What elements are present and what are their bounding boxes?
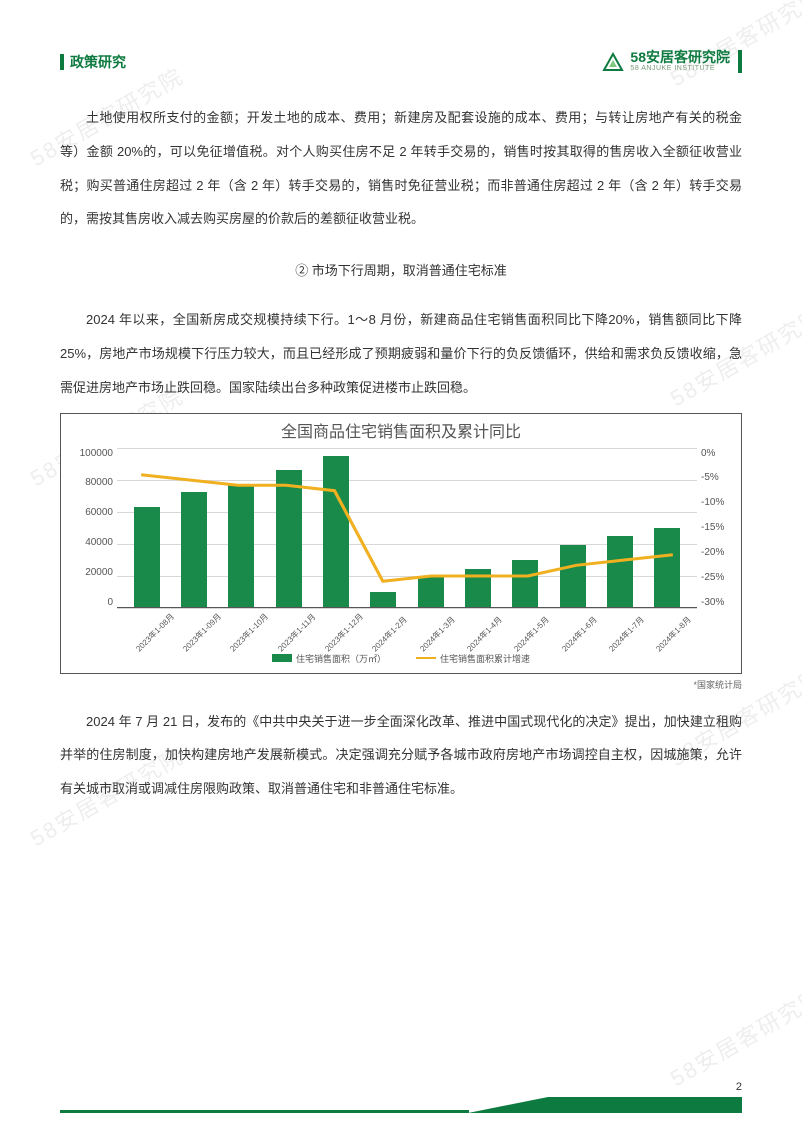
page-footer-bar	[60, 1089, 742, 1113]
chart-area: 100000 80000 60000 40000 20000 0 2023年1-08月20…	[69, 448, 733, 648]
chart-bar	[134, 507, 160, 608]
chart-source: *国家统计局	[60, 678, 742, 691]
watermark: 58安居客研究院	[663, 0, 802, 93]
chart-bar	[323, 456, 349, 608]
footer-thin-bar	[60, 1110, 469, 1113]
chart-bar	[607, 536, 633, 608]
chart-bar	[654, 528, 680, 608]
y-axis-right: 0% -5% -10% -15% -20% -25% -30%	[697, 448, 733, 648]
y-right-tick: -15%	[701, 522, 724, 533]
section-heading: ② 市场下行周期，取消普通住宅标准	[60, 260, 742, 279]
y-axis-left: 100000 80000 60000 40000 20000 0	[69, 448, 117, 648]
logo-icon	[602, 52, 624, 72]
chart-container: 全国商品住宅销售面积及累计同比 100000 80000 60000 40000 200…	[60, 413, 742, 674]
logo-sub-text: 58 ANJUKE INSTITUTE	[630, 65, 730, 73]
y-left-tick: 0	[107, 597, 113, 608]
chart-bar	[181, 492, 207, 607]
category-label: 政策研究	[70, 52, 126, 72]
page-header: 政策研究 58安居客研究院 58 ANJUKE INSTITUTE	[60, 50, 742, 73]
chart-bar	[418, 577, 444, 607]
paragraph-2: 2024 年以来，全国新房成交规模持续下行。1～8 月份，新建商品住宅销售面积同…	[60, 303, 742, 404]
y-left-tick: 100000	[80, 448, 113, 459]
chart-bar	[228, 484, 254, 607]
logo-main-text: 58安居客研究院	[630, 50, 730, 65]
header-accent-bar	[60, 54, 64, 70]
y-left-tick: 80000	[85, 477, 113, 488]
chart-bar	[370, 592, 396, 608]
watermark: 58安居客研究院	[663, 979, 802, 1093]
chart-bar	[560, 545, 586, 607]
chart-legend: 住宅销售面积（万㎡） 住宅销售面积累计增速	[69, 652, 733, 665]
footer-fill	[548, 1097, 742, 1113]
y-right-tick: 0%	[701, 448, 715, 459]
y-right-tick: -20%	[701, 547, 724, 558]
y-right-tick: -10%	[701, 497, 724, 508]
footer-slope	[468, 1097, 548, 1113]
x-labels: 2023年1-08月2023年1-09月2023年1-10月2023年1-11月…	[117, 608, 697, 648]
bars-row	[117, 448, 697, 608]
header-category: 政策研究	[60, 52, 126, 72]
y-left-tick: 20000	[85, 567, 113, 578]
chart-bar	[512, 560, 538, 608]
chart-bar	[276, 470, 302, 608]
chart-title: 全国商品住宅销售面积及累计同比	[69, 418, 733, 442]
y-left-tick: 40000	[85, 537, 113, 548]
y-right-tick: -30%	[701, 597, 724, 608]
y-left-tick: 60000	[85, 507, 113, 518]
paragraph-1: 土地使用权所支付的金额；开发土地的成本、费用；新建房及配套设施的成本、费用；与转…	[60, 101, 742, 236]
y-right-tick: -5%	[701, 472, 719, 483]
logo-text: 58安居客研究院 58 ANJUKE INSTITUTE	[630, 50, 730, 73]
plot-area: 2023年1-08月2023年1-09月2023年1-10月2023年1-11月…	[117, 448, 697, 648]
y-right-tick: -25%	[701, 572, 724, 583]
chart-bar	[465, 569, 491, 607]
header-logo: 58安居客研究院 58 ANJUKE INSTITUTE	[602, 50, 742, 73]
paragraph-3: 2024 年 7 月 21 日，发布的《中共中央关于进一步全面深化改革、推进中国…	[60, 705, 742, 806]
